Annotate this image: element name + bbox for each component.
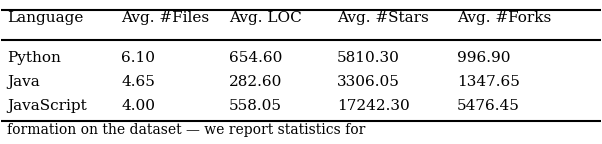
Text: 282.60: 282.60 xyxy=(229,75,282,89)
Text: 4.65: 4.65 xyxy=(121,75,155,89)
Text: 5810.30: 5810.30 xyxy=(337,51,400,65)
Text: Avg. #Stars: Avg. #Stars xyxy=(337,11,429,25)
Text: 6.10: 6.10 xyxy=(121,51,155,65)
Text: Python: Python xyxy=(7,51,61,65)
Text: JavaScript: JavaScript xyxy=(7,99,87,113)
Text: 3306.05: 3306.05 xyxy=(337,75,400,89)
Text: Avg. #Forks: Avg. #Forks xyxy=(457,11,551,25)
Text: Avg. #Files: Avg. #Files xyxy=(121,11,209,25)
Text: 17242.30: 17242.30 xyxy=(337,99,410,113)
Text: 654.60: 654.60 xyxy=(229,51,282,65)
Text: 5476.45: 5476.45 xyxy=(457,99,520,113)
Text: formation on the dataset — we report statistics for: formation on the dataset — we report sta… xyxy=(7,123,366,137)
Text: Language: Language xyxy=(7,11,84,25)
Text: Avg. LOC: Avg. LOC xyxy=(229,11,302,25)
Text: Java: Java xyxy=(7,75,40,89)
Text: 996.90: 996.90 xyxy=(457,51,510,65)
Text: 558.05: 558.05 xyxy=(229,99,282,113)
Text: 4.00: 4.00 xyxy=(121,99,155,113)
Text: 1347.65: 1347.65 xyxy=(457,75,520,89)
